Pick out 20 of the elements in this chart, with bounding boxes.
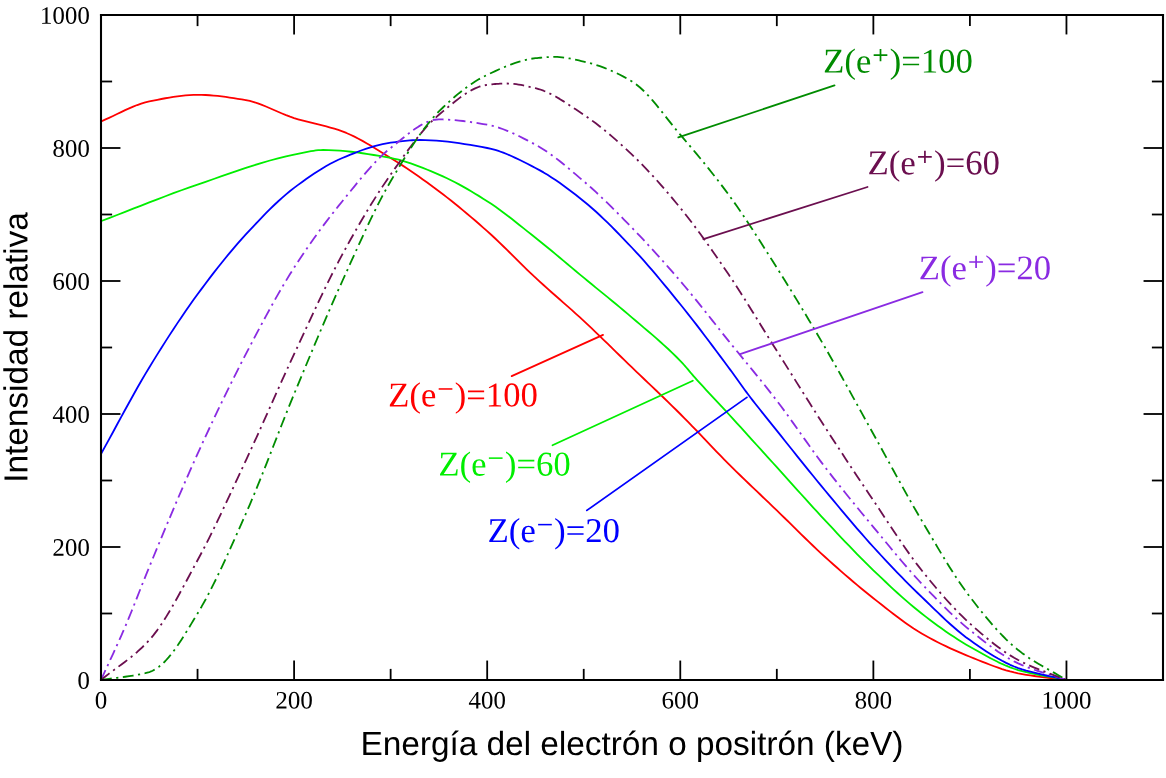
x-tick-label: 1000 [1043,691,1091,709]
x-tick-label: 400 [468,691,505,709]
x-tick-label: 800 [855,691,892,709]
annotation: Z(e⁺)=100 [824,48,972,80]
y-tick-label: 600 [53,273,89,290]
y-tick-label: 1000 [42,7,89,24]
annotation: Z(e⁻)=100 [389,382,537,414]
x-tick-label: 600 [662,691,699,709]
y-tick-label: 0 [78,672,89,689]
x-axis-title: Energía del electrón o positrón (keV) [363,730,902,762]
x-tick-label: 0 [95,691,107,709]
x-tick-label: 200 [276,691,312,709]
annotation: Z(e⁺)=20 [920,255,1050,287]
y-tick-label: 200 [53,539,89,556]
annotation: Z(e⁻)=60 [440,451,570,483]
annotation: Z(e⁺)=60 [869,150,999,182]
y-axis-title: Intensidad relativa [3,212,28,480]
y-tick-label: 400 [52,406,89,423]
y-tick-label: 800 [53,140,89,157]
annotation: Z(e⁻)=20 [489,517,619,550]
